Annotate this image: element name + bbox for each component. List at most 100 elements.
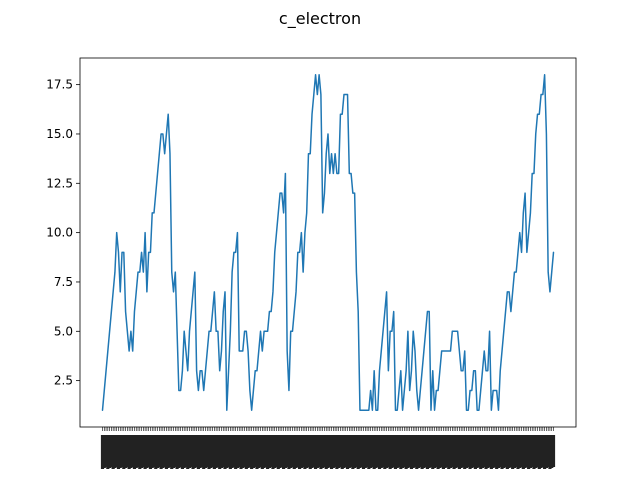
x-tick-label [108,435,112,468]
x-tick-label [223,435,227,469]
x-tick-label [248,435,252,467]
x-tick-label [179,435,183,467]
chart-title: c_electron [279,9,361,29]
x-tick-label [397,435,401,467]
x-tick-label [356,435,360,469]
x-tick-label [473,435,477,469]
x-tick-label [393,435,398,469]
x-tick-label [432,435,437,468]
x-tick-label [285,435,289,467]
x-tick-label [377,435,382,469]
x-tick-label [244,435,248,469]
x-tick-label [347,435,351,468]
x-tick-label [120,435,124,467]
y-tick-label: 17.5 [46,78,73,92]
x-tick-label [239,435,243,469]
x-tick-label [447,435,451,469]
x-tick-label [509,435,513,467]
x-tick-label [484,435,488,469]
x-tick-label [125,435,129,467]
x-tick-label [106,435,110,469]
x-tick-label [363,435,367,468]
x-tick-label [479,435,483,469]
x-tick-label [436,435,440,469]
x-tick-label [147,435,151,467]
x-tick-label [402,435,406,467]
x-tick-label [525,435,529,467]
x-tick-label [413,435,417,467]
series-line [101,74,555,411]
y-tick-label: 7.5 [54,275,73,289]
x-tick-label [187,435,192,468]
x-tick-label [372,435,376,469]
x-tick-label [280,435,284,467]
x-tick-label [392,435,396,467]
x-tick-label [143,435,147,469]
x-tick-label [237,435,241,467]
x-axis [100,427,556,469]
x-tick-label [384,435,389,468]
x-tick-label [317,435,321,467]
x-tick-label [376,435,380,467]
x-tick-label [292,435,296,469]
x-tick-label [358,435,362,468]
x-tick-label [216,435,220,467]
x-tick-label [262,435,266,468]
y-tick-label: 15.0 [46,127,73,141]
x-tick-label [145,435,149,468]
x-tick-label [139,435,144,468]
x-tick-label [475,435,479,468]
x-tick-label [390,435,394,468]
x-tick-label [486,435,490,468]
x-tick-label [448,435,453,468]
x-tick-label [253,435,257,467]
x-tick-label [503,435,508,467]
x-tick-label [422,435,426,468]
x-tick-label [429,435,433,467]
x-tick-label [312,435,316,467]
x-tick-label [345,435,350,469]
x-tick-label [230,435,234,468]
x-tick-label [349,435,353,467]
x-tick-label [489,435,493,469]
x-tick-label [276,435,280,469]
x-tick-label [127,435,131,469]
x-tick-label [154,435,158,469]
y-tick-label: 5.0 [54,324,73,338]
x-tick-label [404,435,408,469]
x-tick-label [289,435,293,468]
x-tick-label [297,435,302,469]
x-tick-label [459,435,463,468]
x-tick-label [454,435,458,468]
x-tick-label [480,435,485,468]
x-tick-label [170,435,174,469]
x-tick-label [399,435,403,469]
x-tick-label [202,435,206,469]
x-tick-label [337,435,341,468]
x-tick-label [431,435,435,469]
x-tick-label [118,435,122,468]
x-tick-label [296,435,300,467]
x-tick-label [242,435,247,467]
x-tick-label [241,435,245,468]
x-tick-label [225,435,229,468]
x-tick-label [461,435,465,467]
x-tick-label [438,435,442,468]
x-tick-label [113,435,117,468]
x-tick-label [266,435,270,469]
x-tick-label [150,435,154,468]
x-tick-label [221,435,225,467]
x-tick-label [104,435,108,467]
x-tick-label [310,435,314,468]
x-tick-label [468,435,472,469]
y-tick-label: 2.5 [54,374,73,388]
x-tick-label [173,435,177,467]
x-tick-label [283,435,287,468]
x-tick-label [502,435,506,468]
x-tick-label [541,435,545,467]
x-tick-label [498,435,502,467]
x-tick-label [400,435,405,468]
y-tick-label: 10.0 [46,226,73,240]
x-tick-label [500,435,504,469]
x-tick-label [516,435,520,469]
